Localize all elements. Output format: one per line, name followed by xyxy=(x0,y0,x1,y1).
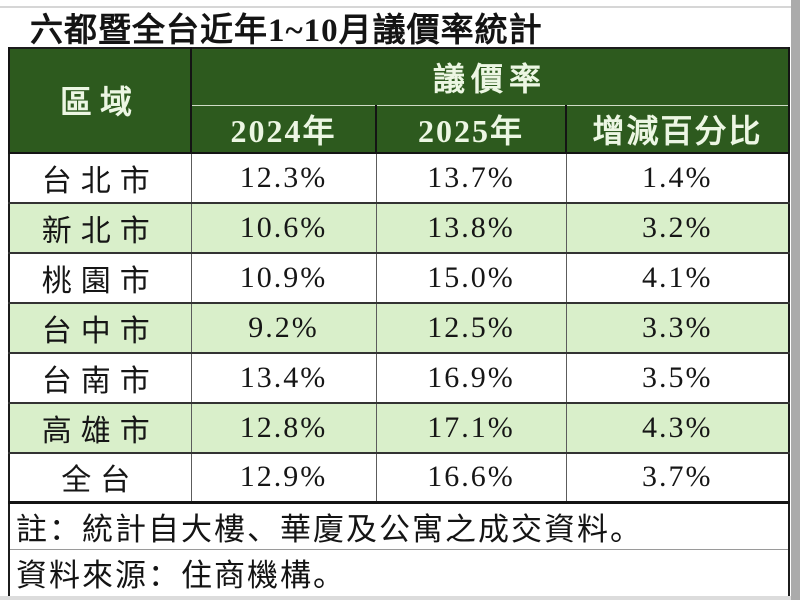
page-title: 六都暨全台近年1~10月議價率統計 xyxy=(30,13,543,49)
value-cell: 16.6% xyxy=(375,451,567,503)
value-cell: 3.2% xyxy=(565,201,790,253)
header-row-group: 區域 議價率 xyxy=(8,48,790,153)
value-cell: 10.9% xyxy=(190,251,377,303)
region-cell: 全台 xyxy=(8,451,192,503)
value-cell: 12.9% xyxy=(190,451,377,503)
region-cell: 台中市 xyxy=(8,301,192,353)
value-cell: 4.3% xyxy=(565,401,790,453)
table-row: 台中市 9.2% 12.5% 3.3% xyxy=(8,301,790,353)
col-header-region: 區域 xyxy=(8,48,192,153)
region-cell: 台南市 xyxy=(8,351,192,403)
value-cell: 4.1% xyxy=(565,251,790,303)
table-row: 台北市 12.3% 13.7% 1.4% xyxy=(8,151,790,203)
window-bottom-edge xyxy=(0,596,791,600)
header-row-years: 2024年 2025年 增減百分比 xyxy=(9,105,790,153)
region-cell: 新北市 xyxy=(8,201,192,253)
col-header-2024: 2024年 xyxy=(190,105,377,153)
data-source: 資料來源：住商機構。 xyxy=(8,549,790,597)
region-cell: 高雄市 xyxy=(8,401,192,453)
table-row: 高雄市 12.8% 17.1% 4.3% xyxy=(8,401,790,453)
value-cell: 3.3% xyxy=(565,301,790,353)
value-cell: 13.4% xyxy=(190,351,377,403)
value-cell: 16.9% xyxy=(375,351,567,403)
top-divider xyxy=(0,6,792,8)
value-cell: 9.2% xyxy=(190,301,377,353)
table-row: 桃園市 10.9% 15.0% 4.1% xyxy=(8,251,790,303)
value-cell: 3.5% xyxy=(565,351,790,403)
value-cell: 10.6% xyxy=(190,201,377,253)
value-cell: 12.8% xyxy=(190,401,377,453)
rate-table: 區域 議價率 2024年 2025年 增減百分比 台北市 12.3% 13.7%… xyxy=(8,47,790,598)
value-cell: 13.7% xyxy=(375,151,567,203)
table-row: 台南市 13.4% 16.9% 3.5% xyxy=(8,351,790,403)
value-cell: 13.8% xyxy=(375,201,567,253)
note-row: 註：統計自大樓、華廈及公寓之成交資料。 xyxy=(8,501,790,550)
value-cell: 12.5% xyxy=(375,301,567,353)
value-cell: 15.0% xyxy=(375,251,567,303)
table-row: 新北市 10.6% 13.8% 3.2% xyxy=(8,201,790,253)
col-header-2025: 2025年 xyxy=(375,105,567,153)
value-cell: 1.4% xyxy=(565,151,790,203)
region-cell: 桃園市 xyxy=(8,251,192,303)
col-header-group: 議價率 xyxy=(190,48,790,106)
region-cell: 台北市 xyxy=(8,151,192,203)
table-note: 註：統計自大樓、華廈及公寓之成交資料。 xyxy=(8,501,790,550)
col-header-diff: 增減百分比 xyxy=(565,105,790,153)
value-cell: 12.3% xyxy=(190,151,377,203)
table-row: 全台 12.9% 16.6% 3.7% xyxy=(8,451,790,503)
window-right-edge xyxy=(791,0,800,600)
source-row: 資料來源：住商機構。 xyxy=(8,549,790,597)
value-cell: 3.7% xyxy=(565,451,790,503)
value-cell: 17.1% xyxy=(375,401,567,453)
